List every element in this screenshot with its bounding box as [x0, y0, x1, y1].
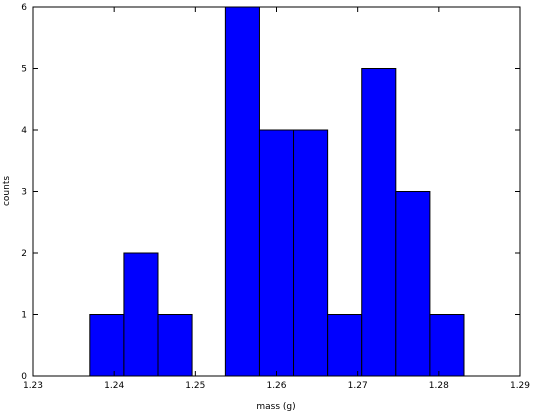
- y-tick-label: 2: [21, 249, 27, 259]
- y-tick-label: 0: [21, 372, 27, 382]
- bar: [361, 68, 397, 377]
- bar: [258, 129, 295, 377]
- x-tick-label: 1.26: [266, 381, 286, 391]
- x-tick-label: 1.29: [510, 381, 530, 391]
- bar: [429, 314, 465, 377]
- bar: [395, 191, 431, 377]
- y-tick-label: 4: [21, 126, 27, 136]
- bar: [123, 252, 159, 377]
- y-tick-label: 3: [21, 188, 27, 198]
- bar: [224, 6, 260, 377]
- bar: [327, 314, 363, 377]
- bar: [293, 129, 329, 377]
- y-axis-label: counts: [2, 176, 12, 206]
- x-tick-label: 1.28: [429, 381, 449, 391]
- bar: [157, 314, 193, 377]
- y-tick-label: 5: [21, 65, 27, 75]
- x-tick-label: 1.23: [23, 381, 43, 391]
- bar: [89, 314, 125, 377]
- y-tick-label: 6: [21, 3, 27, 13]
- x-tick-label: 1.25: [185, 381, 205, 391]
- x-tick-label: 1.27: [348, 381, 368, 391]
- y-tick-label: 1: [21, 311, 27, 321]
- x-tick-label: 1.24: [104, 381, 124, 391]
- x-axis-label: mass (g): [256, 402, 295, 412]
